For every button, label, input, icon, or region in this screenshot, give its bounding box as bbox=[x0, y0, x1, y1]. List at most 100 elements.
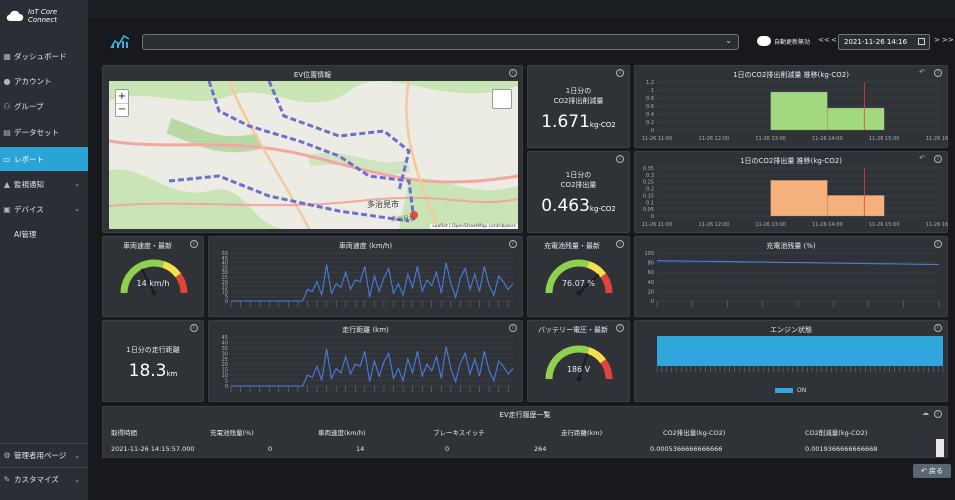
y-tick-label: 25 bbox=[222, 275, 228, 281]
device-select[interactable]: ⌄ bbox=[142, 34, 739, 50]
panel-title: バッテリー電圧・最新 bbox=[538, 326, 608, 334]
logo-line-1: IoT Core bbox=[28, 8, 58, 16]
panel-title: 1日のCO2排出量 推移(kg-CO2) bbox=[740, 157, 842, 165]
y-tick-label: 0.35 bbox=[643, 166, 654, 172]
bar bbox=[827, 107, 885, 131]
y-tick-label: 0.15 bbox=[643, 193, 654, 199]
sidebar-item-ai[interactable]: AI管理 bbox=[0, 222, 88, 246]
x-tick-label: 11-26 12:00 bbox=[699, 222, 730, 228]
info-icon[interactable]: i bbox=[190, 240, 198, 248]
map-attribution: Leaflet | OpenStreetMap contributors bbox=[430, 224, 518, 229]
layers-icon[interactable] bbox=[492, 89, 512, 109]
y-tick-label: 45 bbox=[222, 256, 228, 262]
undo-icon[interactable]: ↶ bbox=[919, 68, 925, 76]
battery-chart-panel: 充電池残量 (%) i 100 80 60 40 20 0 bbox=[634, 236, 948, 317]
sidebar-item-label: ダッシュボード bbox=[14, 51, 67, 61]
sidebar-item-group[interactable]: ⚇ グループ bbox=[0, 94, 88, 118]
table-row[interactable]: 2021-11-26 14:15:57.000 0 14 0 264 0.00053666… bbox=[103, 443, 933, 455]
y-tick-label: 20 bbox=[222, 280, 228, 286]
column-header[interactable]: ブレーキスイッチ bbox=[433, 429, 485, 437]
cloud-download-icon[interactable]: ☁ bbox=[922, 409, 929, 417]
date-field[interactable]: 2021-11-26 14:16 bbox=[838, 34, 930, 50]
kpi-number: 1.671 bbox=[541, 112, 590, 132]
info-icon[interactable]: i bbox=[934, 240, 942, 248]
prev-button[interactable]: < bbox=[831, 36, 837, 44]
info-icon[interactable]: i bbox=[616, 324, 624, 332]
x-tick-label: 11-26 16:00 bbox=[926, 222, 949, 228]
table-header: 取得時間 充電池残量(%) 車両速度(km/h) ブレーキスイッチ 走行距離(km) CO… bbox=[103, 425, 949, 437]
column-header[interactable]: 走行距離(km) bbox=[561, 429, 603, 437]
y-tick-label: 10 bbox=[222, 289, 228, 295]
x-tick-label: 11-26 11:00 bbox=[642, 136, 673, 142]
sidebar-item-device[interactable]: ▣ デバイス ⌄ bbox=[0, 197, 88, 221]
sidebar-item-admin[interactable]: ⚙ 管理者用ページ ⌄ bbox=[0, 443, 88, 467]
map-graphic bbox=[109, 81, 518, 229]
y-tick-label: 0 bbox=[651, 299, 654, 305]
kpi-co2-emission-panel: i 1日分の CO2排出量 0.463kg-CO2 bbox=[527, 151, 630, 233]
info-icon[interactable]: i bbox=[509, 240, 517, 248]
scrollbar[interactable] bbox=[936, 439, 944, 457]
logo: IoT Core Connect bbox=[6, 8, 57, 24]
column-header[interactable]: CO2排出量(kg-CO2) bbox=[663, 429, 726, 437]
panel-title: 車両速度 (km/h) bbox=[338, 242, 393, 250]
column-header[interactable]: 車両速度(km/h) bbox=[318, 429, 366, 437]
sidebar-item-label: AI管理 bbox=[14, 229, 37, 239]
y-tick-label: 15 bbox=[222, 368, 228, 374]
sidebar-item-dashboard[interactable]: ▦ ダッシュボード bbox=[0, 44, 88, 68]
x-tick-label: 11-26 15:00 bbox=[869, 136, 900, 142]
info-icon[interactable]: i bbox=[934, 324, 942, 332]
voltage-gauge bbox=[545, 345, 613, 382]
back-button[interactable]: ↶ 戻る bbox=[913, 464, 951, 478]
column-header[interactable]: CO2削減量(kg-CO2) bbox=[805, 429, 868, 437]
info-icon[interactable]: i bbox=[934, 155, 942, 163]
next-button[interactable]: > bbox=[934, 36, 940, 44]
kpi-value: 18.3km bbox=[103, 361, 203, 381]
y-tick-label: 25 bbox=[222, 357, 228, 363]
column-header[interactable]: 取得時間 bbox=[111, 429, 137, 437]
sidebar-item-account[interactable]: ● アカウント bbox=[0, 69, 88, 93]
battery-chart: 100 80 60 40 20 0 bbox=[644, 251, 940, 307]
panel-title: 充電池残量 (%) bbox=[766, 242, 816, 250]
panel-title: EV走行履歴一覧 bbox=[499, 411, 551, 419]
sidebar-item-report[interactable]: ▭ レポート bbox=[0, 147, 88, 171]
y-tick-label: 0.2 bbox=[646, 120, 654, 126]
speed-chart-panel: 車両速度 (km/h) i 50 45 40 35 30 25 20 15 10 5 0 bbox=[208, 236, 523, 317]
kpi-unit: kg-CO2 bbox=[589, 121, 616, 129]
zoom-out-button[interactable]: − bbox=[117, 104, 127, 115]
next-next-button[interactable]: >> bbox=[942, 36, 954, 44]
column-header[interactable]: 充電池残量(%) bbox=[210, 429, 254, 437]
info-icon[interactable]: i bbox=[190, 324, 198, 332]
sidebar-item-monitoring[interactable]: ▲ 監視通知 ⌄ bbox=[0, 172, 88, 196]
auto-update-toggle[interactable] bbox=[757, 36, 771, 46]
info-icon[interactable]: i bbox=[616, 155, 624, 163]
y-tick-label: 0 bbox=[225, 299, 228, 305]
table-cell: 2021-11-26 14:15:57.000 bbox=[111, 445, 195, 453]
info-icon[interactable]: i bbox=[934, 69, 942, 77]
series-line bbox=[231, 346, 514, 387]
zoom-in-button[interactable]: + bbox=[116, 91, 128, 104]
panel-title: 車両速度・最新 bbox=[123, 242, 172, 250]
sidebar-item-customize[interactable]: ✎ カスタマイズ ⌄ bbox=[0, 467, 88, 491]
info-icon[interactable]: i bbox=[509, 69, 517, 77]
kpi-value: 0.463kg-CO2 bbox=[528, 196, 629, 216]
info-icon[interactable]: i bbox=[616, 69, 624, 77]
gauge-value: 186 V bbox=[566, 365, 591, 374]
prev-prev-button[interactable]: << bbox=[818, 36, 830, 44]
undo-icon[interactable]: ↶ bbox=[919, 154, 925, 162]
info-icon[interactable]: i bbox=[616, 240, 624, 248]
sidebar-item-label: 管理者用ページ bbox=[14, 451, 67, 460]
kpi-value: 1.671kg-CO2 bbox=[528, 112, 629, 132]
y-tick-label: 10 bbox=[222, 373, 228, 379]
y-tick-label: 0.4 bbox=[646, 112, 654, 118]
map-view[interactable]: 多治見市 多治見市 + − Leaflet | OpenStreetMap co… bbox=[109, 81, 518, 229]
top-bar bbox=[88, 0, 955, 18]
info-icon[interactable]: i bbox=[509, 324, 517, 332]
y-tick-label: 60 bbox=[648, 270, 654, 276]
y-tick-label: 30 bbox=[222, 270, 228, 276]
info-icon[interactable]: i bbox=[934, 410, 942, 418]
gauge-hub bbox=[151, 290, 157, 296]
gauge-value: 76.07 % bbox=[561, 279, 596, 288]
battery-gauge bbox=[545, 259, 613, 296]
sidebar-item-dataset[interactable]: ▤ データセット bbox=[0, 120, 88, 144]
dashboard-icon: ▦ bbox=[3, 51, 11, 61]
